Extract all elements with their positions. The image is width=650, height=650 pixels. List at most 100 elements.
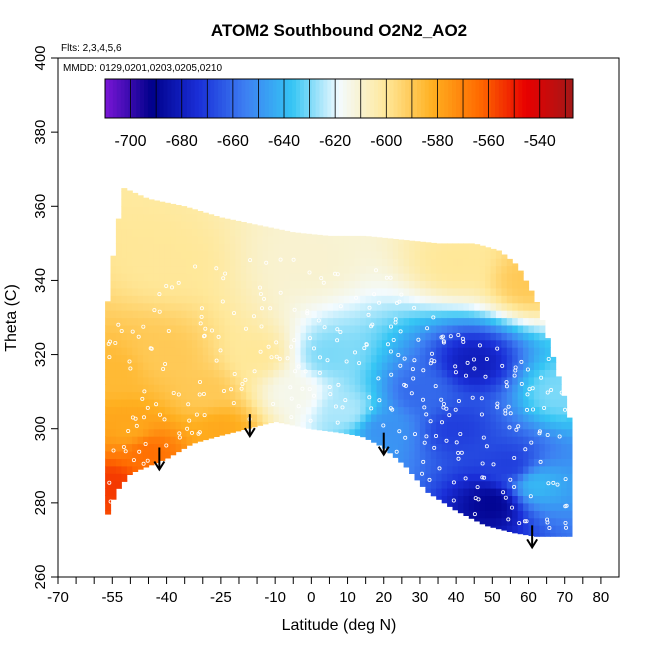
colorbar-swatch — [210, 79, 215, 118]
heat-cell — [153, 376, 160, 385]
heat-cell — [110, 451, 117, 459]
heat-cell — [181, 391, 188, 400]
heat-cell — [441, 280, 448, 289]
heat-cell — [430, 302, 437, 311]
heat-cell — [512, 391, 519, 400]
heat-cell — [414, 332, 421, 341]
heat-cell — [485, 413, 492, 422]
heat-cell — [311, 235, 318, 244]
heat-cell — [175, 302, 182, 311]
heat-cell — [316, 421, 323, 430]
heat-cell — [170, 280, 177, 289]
heat-cell — [148, 369, 155, 378]
heat-cell — [495, 428, 502, 437]
observation-point — [130, 329, 135, 334]
heat-cell — [338, 376, 345, 385]
heat-cell — [267, 362, 274, 370]
heat-cell — [474, 458, 481, 467]
heat-cell — [501, 369, 508, 378]
heat-cell — [153, 228, 160, 237]
heat-cell — [235, 369, 242, 378]
y-tick-label: 380 — [32, 120, 49, 145]
observation-point — [563, 504, 568, 509]
heat-cell — [468, 295, 475, 304]
heat-cell — [555, 517, 562, 526]
heat-cell — [463, 362, 470, 370]
heat-cell — [419, 302, 426, 311]
observation-point — [288, 385, 293, 390]
heat-cell — [517, 332, 524, 341]
colorbar-tick-label: -560 — [473, 133, 505, 150]
heat-cell — [550, 356, 557, 363]
heat-cell — [474, 362, 481, 370]
heat-cell — [506, 354, 513, 363]
heat-cell — [387, 324, 394, 333]
heat-cell — [360, 347, 367, 356]
heat-cell — [175, 376, 182, 385]
heat-cell — [409, 280, 416, 289]
heat-cell — [436, 451, 443, 459]
heat-cell — [349, 406, 356, 415]
observation-point — [421, 368, 426, 373]
heat-cell — [381, 347, 388, 356]
heat-cell — [474, 391, 481, 400]
heat-cell — [121, 369, 128, 378]
heat-cell — [257, 280, 264, 289]
heat-cell — [381, 295, 388, 304]
heat-cell — [376, 295, 383, 304]
heat-cell — [371, 317, 378, 326]
heat-cell — [457, 451, 464, 459]
heat-cell — [561, 458, 568, 467]
heat-cell — [539, 347, 546, 356]
heat-cell — [512, 465, 519, 474]
heat-cell — [105, 473, 112, 482]
heat-cell — [539, 428, 546, 437]
heat-cell — [463, 510, 470, 516]
heat-cell — [115, 280, 122, 289]
heat-cell — [387, 376, 394, 385]
heat-cell — [202, 391, 209, 400]
heat-cell — [110, 421, 117, 430]
heat-cell — [181, 421, 188, 430]
heat-cell — [343, 376, 350, 385]
heat-cell — [512, 369, 519, 378]
heat-cell — [181, 250, 188, 259]
heat-cell — [170, 287, 177, 296]
heat-cell — [452, 473, 459, 482]
heat-cell — [257, 362, 264, 370]
heat-cell — [295, 399, 302, 408]
heat-cell — [452, 376, 459, 385]
heat-cell — [517, 310, 524, 319]
heat-cell — [539, 436, 546, 445]
heat-cell — [566, 495, 573, 504]
heat-cell — [360, 376, 367, 385]
heat-cell — [316, 428, 323, 431]
heat-cell — [235, 228, 242, 237]
heat-cell — [338, 406, 345, 415]
heat-cell — [289, 235, 296, 244]
heat-cell — [305, 265, 312, 274]
heat-cell — [376, 302, 383, 311]
flight-arrow — [243, 414, 256, 439]
heat-cell — [512, 510, 519, 519]
heat-cell — [506, 362, 513, 370]
heat-cell — [463, 428, 470, 437]
heat-cell — [495, 525, 502, 530]
heat-cell — [284, 413, 291, 422]
heat-cell — [403, 240, 410, 244]
heat-cell — [143, 280, 150, 289]
heat-cell — [338, 317, 345, 326]
heat-cell — [186, 332, 193, 341]
heat-cell — [132, 376, 139, 385]
heat-cell — [387, 250, 394, 259]
heat-cell — [463, 488, 470, 496]
heat-cell — [474, 339, 481, 348]
observation-point — [509, 505, 514, 510]
heat-cell — [474, 502, 481, 511]
heat-cell — [555, 436, 562, 445]
heat-cell — [550, 488, 557, 496]
observation-point — [193, 264, 198, 269]
heat-cell — [430, 465, 437, 474]
heat-cell — [257, 399, 264, 408]
heat-cell — [392, 399, 399, 408]
